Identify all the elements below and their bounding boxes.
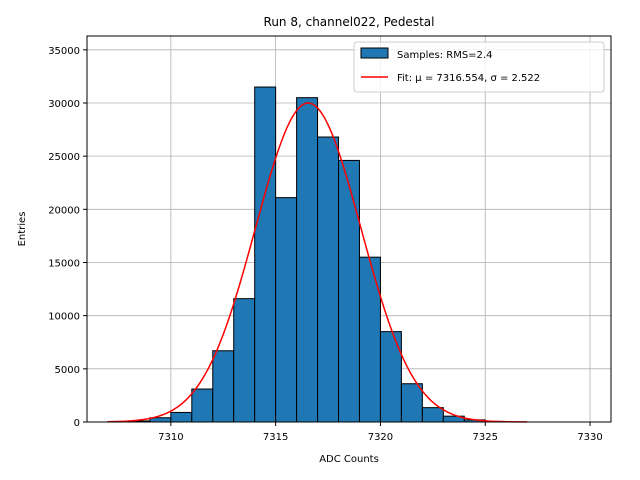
histogram-bar: [233, 298, 256, 423]
x-tick-label: 7325: [473, 432, 498, 443]
x-axis-ticks: 7310 7315 7320 7325 7330: [158, 422, 603, 443]
y-tick-label: 5000: [55, 365, 80, 376]
legend-histogram-swatch: [360, 47, 389, 59]
y-tick-label: 35000: [48, 46, 80, 57]
histogram-bar: [379, 331, 402, 423]
histogram-bar: [254, 86, 277, 423]
histogram-bar: [338, 159, 360, 423]
x-axis-label: ADC Counts: [319, 454, 379, 465]
y-tick-label: 30000: [48, 99, 80, 110]
legend-fit-label: Fit: μ = 7316.554, σ = 2.522: [397, 73, 540, 84]
legend-histogram-label: Samples: RMS=2.4: [397, 50, 492, 61]
y-tick-label: 10000: [48, 312, 80, 323]
histogram-bar: [275, 197, 298, 423]
legend-box: [353, 41, 605, 93]
histogram-bar: [296, 97, 319, 423]
x-tick-label: 7310: [158, 432, 183, 443]
histogram-bar: [212, 350, 235, 423]
y-axis-ticks: 0 5000 10000 15000 20000 25000 30000 35000: [48, 46, 87, 429]
histogram-bars: [107, 86, 507, 423]
plot-frame: [86, 35, 612, 423]
x-tick-label: 7315: [263, 432, 288, 443]
chart-title: Run 8, channel022, Pedestal: [264, 15, 435, 29]
fit-curve: [107, 102, 528, 423]
x-tick-label: 7320: [368, 432, 393, 443]
y-tick-label: 0: [74, 418, 80, 429]
histogram-bar: [421, 407, 444, 423]
y-tick-label: 20000: [48, 205, 80, 216]
histogram-bar: [170, 411, 193, 423]
y-tick-label: 15000: [48, 258, 80, 269]
x-tick-label: 7330: [577, 432, 602, 443]
histogram-bar: [358, 256, 381, 423]
histogram-bar: [191, 388, 214, 423]
y-tick-label: 25000: [48, 152, 80, 163]
y-axis-label: Entries: [17, 212, 28, 247]
histogram-bar: [317, 136, 340, 423]
legend: Samples: RMS=2.4 Fit: μ = 7316.554, σ = …: [353, 41, 605, 93]
histogram-bar: [400, 383, 423, 423]
